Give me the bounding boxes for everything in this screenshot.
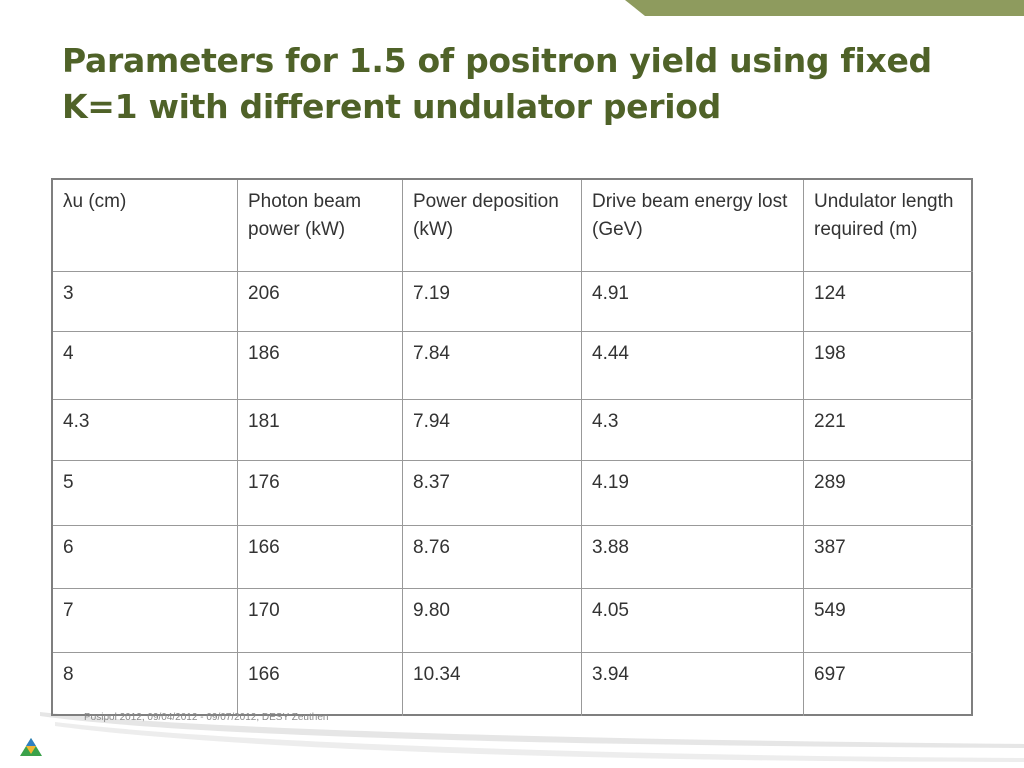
table-cell: 221: [804, 400, 973, 461]
table-cell: 166: [238, 526, 403, 589]
table-cell: 4.44: [582, 332, 804, 400]
table-cell: 4.3: [582, 400, 804, 461]
table-cell: 3: [53, 272, 238, 332]
table-cell: 4.19: [582, 461, 804, 526]
table-cell: 4.91: [582, 272, 804, 332]
header-cell: λu (cm): [53, 180, 238, 272]
table-cell: 8: [53, 653, 238, 716]
slide-title: Parameters for 1.5 of positron yield usi…: [62, 38, 932, 130]
table-cell: 181: [238, 400, 403, 461]
table-cell: 289: [804, 461, 973, 526]
table-cell: 8.76: [403, 526, 582, 589]
table-cell: 206: [238, 272, 403, 332]
table-cell: 3.88: [582, 526, 804, 589]
swoosh: [40, 712, 1024, 748]
table-cell: 166: [238, 653, 403, 716]
table-cell: 4.05: [582, 589, 804, 653]
table-cell: 198: [804, 332, 973, 400]
table: λu (cm) Photon beam power (kW) Power depos…: [51, 178, 973, 716]
table-cell: 124: [804, 272, 973, 332]
swoosh: [55, 722, 1024, 762]
table-cell: 9.80: [403, 589, 582, 653]
title-line: K=1 with different undulator period: [62, 87, 721, 126]
table-cell: 4: [53, 332, 238, 400]
table-cell: 176: [238, 461, 403, 526]
table-cell: 7: [53, 589, 238, 653]
logo: [20, 738, 42, 756]
header-cell: Drive beam energy lost (GeV): [582, 180, 804, 272]
table-cell: 697: [814, 664, 846, 685]
table-cell: 7.94: [403, 400, 582, 461]
table-cell: 4.3: [53, 400, 238, 461]
table-cell: 186: [238, 332, 403, 400]
table-cell: 170: [238, 589, 403, 653]
table-cell: 7.19: [403, 272, 582, 332]
table-cell: 3.94: [582, 653, 804, 716]
top-band: [625, 0, 1024, 16]
table-cell: 5: [53, 461, 238, 526]
table-cell: 549: [804, 589, 973, 653]
title-line: Parameters for 1.5 of positron yield usi…: [62, 41, 932, 80]
table-cell: 8.37: [403, 461, 582, 526]
header-cell: Power deposition (kW): [403, 180, 582, 272]
footer: Posipol 2012, 09/04/2012 - 09/07/2012, D…: [84, 712, 329, 723]
table-cell: 7.84: [403, 332, 582, 400]
header-cell: Undulator length required (m): [804, 180, 973, 272]
table-cell: 387: [804, 526, 973, 589]
table-cell: 6: [53, 526, 238, 589]
header-cell: Photon beam power (kW): [238, 180, 403, 272]
table-cell: 10.34: [403, 653, 582, 716]
